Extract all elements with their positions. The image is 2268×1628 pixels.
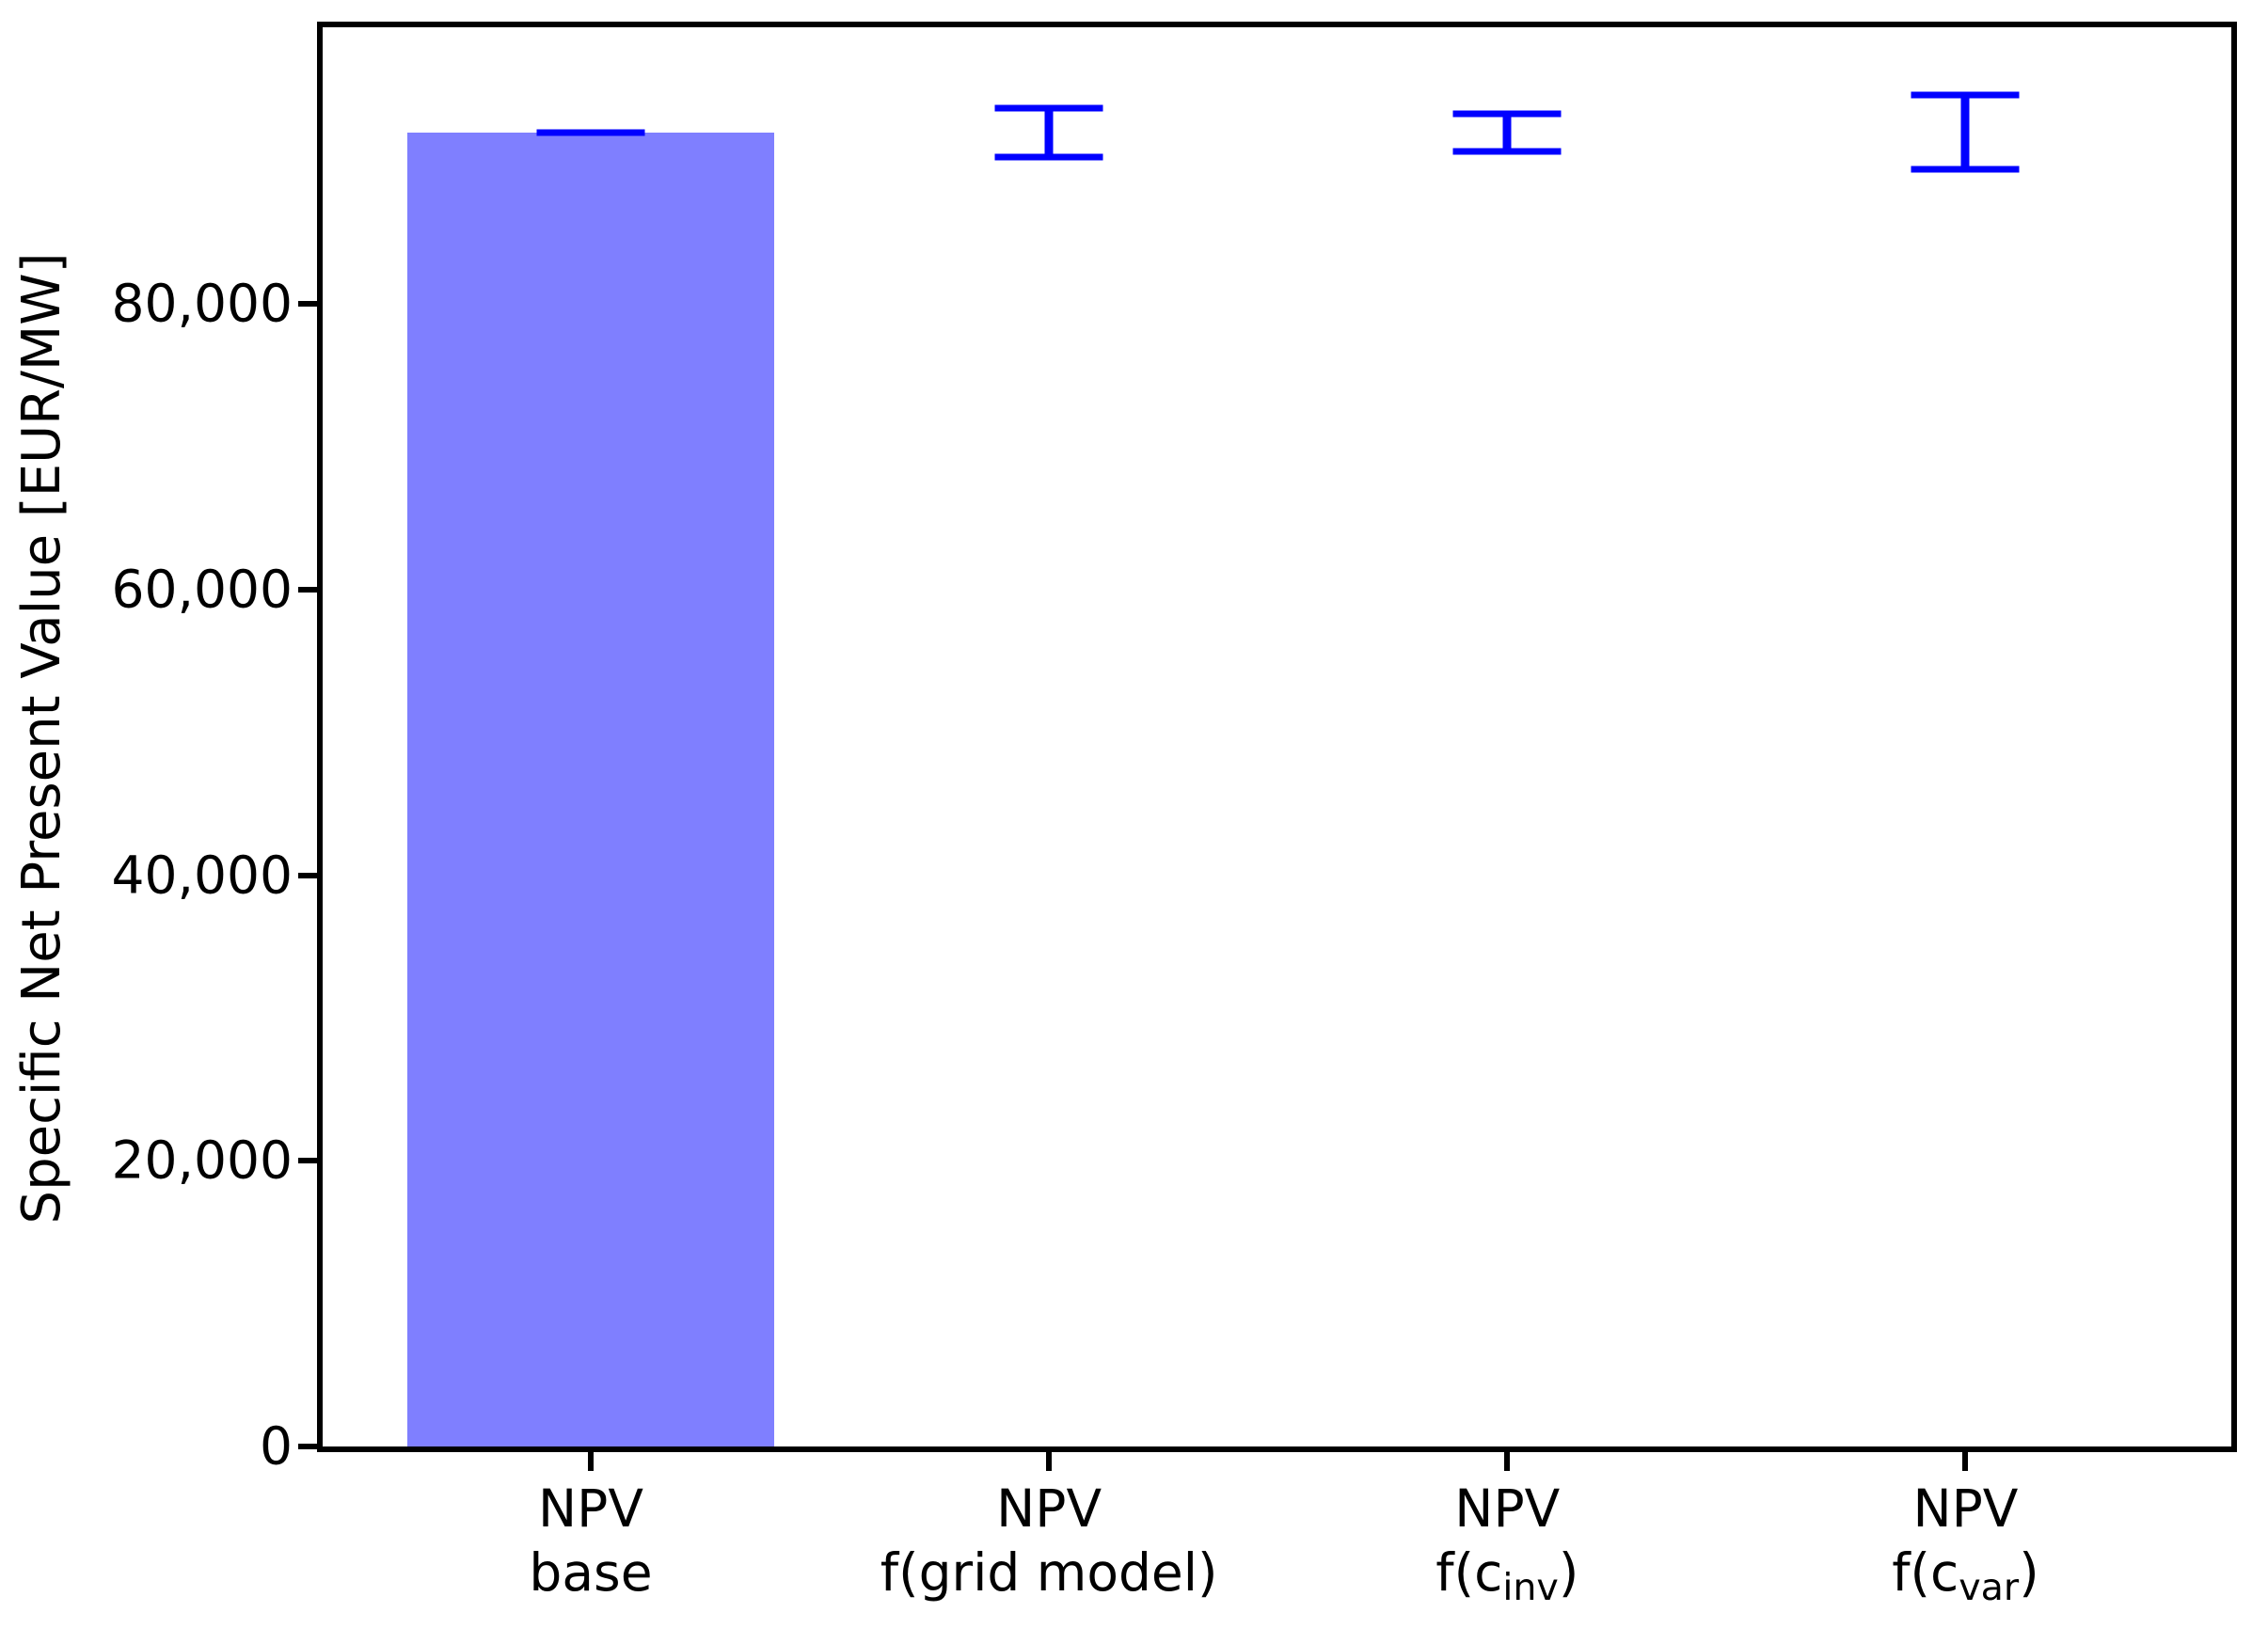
x-tick-label-line2-pre: f(c bbox=[1892, 1542, 1959, 1603]
error-bar-line bbox=[1044, 108, 1054, 157]
x-tick bbox=[1504, 1452, 1511, 1471]
bar-1 bbox=[407, 132, 774, 1446]
x-tick bbox=[587, 1452, 594, 1471]
x-tick-label-line1: NPV bbox=[1912, 1478, 2019, 1539]
error-bar-cap-bottom bbox=[1911, 166, 2020, 173]
x-tick-label-2: NPV f(grid model) bbox=[880, 1477, 1218, 1620]
x-tick bbox=[1046, 1452, 1053, 1471]
error-bar-cap-bottom bbox=[994, 153, 1103, 161]
y-tick bbox=[298, 1444, 317, 1449]
x-tick-label-line2-pre: f(c bbox=[1435, 1542, 1503, 1603]
y-tick bbox=[298, 872, 317, 878]
x-tick-label-line2-post: ) bbox=[1558, 1542, 1579, 1603]
x-tick-label-subscript: inv bbox=[1502, 1565, 1559, 1609]
x-tick-label-1: NPV base bbox=[529, 1477, 652, 1620]
x-tick-label-line2-pre: f(grid model) bbox=[880, 1542, 1218, 1603]
error-bar-cap-top bbox=[994, 104, 1103, 112]
y-tick bbox=[298, 586, 317, 593]
x-tick-label-subscript: var bbox=[1959, 1565, 2020, 1609]
error-bar-line bbox=[1502, 114, 1512, 151]
x-tick-label-4: NPV f(cvar) bbox=[1892, 1477, 2038, 1620]
y-tick-label: 20,000 bbox=[111, 1130, 293, 1191]
y-tick-label: 40,000 bbox=[111, 845, 293, 906]
x-tick-label-line1: NPV bbox=[996, 1478, 1102, 1539]
y-tick bbox=[298, 301, 317, 308]
x-tick-label-3: NPV f(cinv) bbox=[1435, 1477, 1578, 1620]
x-tick-label-line2-post: ) bbox=[2019, 1542, 2039, 1603]
y-tick-label: 0 bbox=[260, 1415, 293, 1477]
plot-area: 0 20,000 40,000 60,000 80,000 NPV base NPV f… bbox=[112, 22, 2237, 1609]
x-tick-label-line1: NPV bbox=[538, 1478, 643, 1539]
y-tick-label: 80,000 bbox=[111, 273, 293, 334]
error-bar-cap-top bbox=[1911, 91, 2020, 99]
y-tick-label: 60,000 bbox=[111, 559, 293, 620]
x-tick-label-line1: NPV bbox=[1454, 1478, 1561, 1539]
y-axis-label: Specific Net Present Value [EUR/MW] bbox=[11, 252, 72, 1225]
error-bar-cap-top bbox=[1452, 110, 1562, 118]
error-bar-line bbox=[1960, 95, 1970, 170]
x-tick-label-line2-pre: base bbox=[529, 1542, 653, 1603]
error-bar-cap-bottom bbox=[1452, 148, 1562, 155]
error-bar-cap-top bbox=[536, 129, 645, 136]
y-tick bbox=[298, 1158, 317, 1164]
x-tick bbox=[1962, 1452, 1969, 1471]
